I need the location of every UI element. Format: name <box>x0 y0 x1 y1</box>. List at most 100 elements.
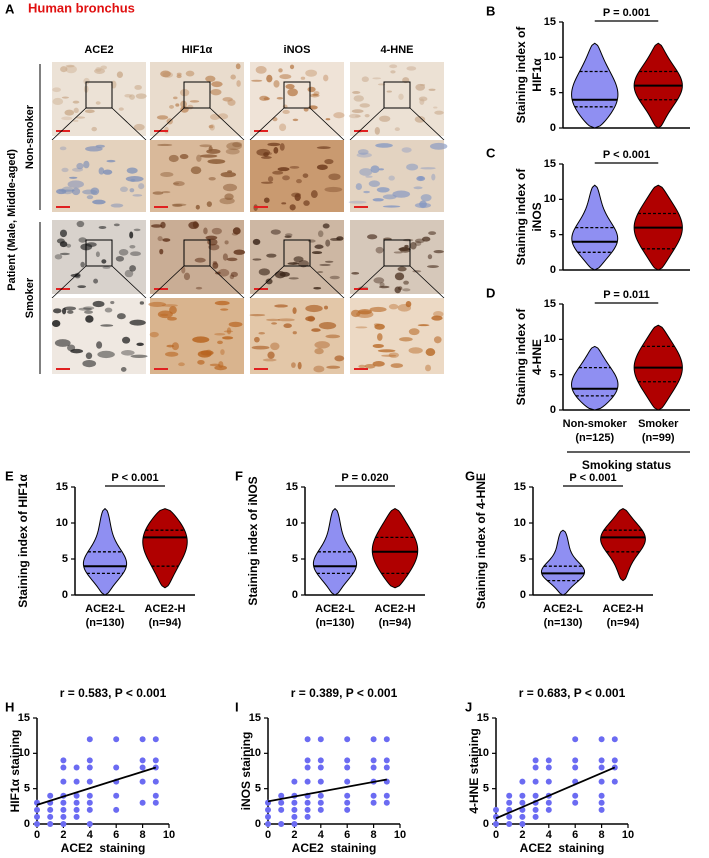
y-axis-label: HIF1α staining <box>8 730 22 813</box>
tissue-feature <box>222 183 238 192</box>
p-value: P < 0.001 <box>603 149 650 161</box>
tissue-feature <box>375 246 384 254</box>
tissue-feature <box>211 81 223 88</box>
tissue-feature <box>426 265 439 268</box>
tissue-feature <box>314 341 330 349</box>
tissue-feature <box>169 306 177 315</box>
tissue-feature <box>162 71 174 78</box>
y-tick-label: 10 <box>286 517 298 529</box>
point <box>86 806 93 813</box>
tissue-feature <box>160 70 171 78</box>
tissue-feature <box>221 336 234 340</box>
point <box>598 778 605 785</box>
tissue-feature <box>420 194 432 202</box>
tissue-feature <box>71 187 81 196</box>
tissue-feature <box>433 250 444 254</box>
point <box>86 757 93 764</box>
panel-title: Human bronchus <box>28 0 135 15</box>
tissue-feature <box>427 254 433 260</box>
point <box>370 757 377 764</box>
point <box>34 806 40 813</box>
tissue-feature <box>52 87 61 93</box>
y-tick-label: 10 <box>514 517 526 529</box>
tissue-feature <box>85 315 94 323</box>
tissue-feature <box>67 344 76 352</box>
inset-guide <box>209 265 245 299</box>
point <box>383 757 390 764</box>
tissue-feature <box>288 277 299 280</box>
tissue-feature <box>95 251 100 258</box>
tissue-feature <box>318 321 337 330</box>
tissue-feature <box>381 354 397 357</box>
y-axis-label: Staining index of iNOS <box>246 476 260 605</box>
tissue-feature <box>65 64 75 68</box>
tissue-feature <box>382 194 397 200</box>
x-tick-label: 0 <box>493 829 499 841</box>
tissue-feature <box>235 63 241 70</box>
scale-bar <box>154 288 168 290</box>
tissue-feature <box>72 100 80 104</box>
tissue-feature <box>336 236 344 241</box>
tissue-feature <box>118 107 124 111</box>
x-tick-label: 2 <box>519 829 525 841</box>
y-tick-label: 15 <box>544 298 556 310</box>
inset-guide <box>309 107 345 141</box>
tissue-feature <box>228 321 243 328</box>
tissue-feature <box>429 142 448 150</box>
tissue-feature <box>209 124 215 131</box>
tissue-feature <box>217 340 223 345</box>
point <box>304 736 311 743</box>
tissue-feature <box>386 90 392 93</box>
point <box>532 764 539 771</box>
tissue-feature <box>266 74 273 83</box>
point <box>152 778 159 785</box>
tissue-feature <box>390 70 396 74</box>
tissue-feature <box>150 224 163 228</box>
tissue-feature <box>276 97 284 100</box>
tissue-feature <box>364 363 376 369</box>
tissue-feature <box>260 156 272 159</box>
point <box>304 813 311 820</box>
tissue-feature <box>393 251 403 254</box>
y-tick-label: 5 <box>24 783 30 795</box>
point <box>317 806 324 813</box>
tissue-feature <box>292 331 297 335</box>
x-tick-label: 10 <box>394 829 406 841</box>
tissue-feature <box>222 97 233 102</box>
tissue-feature <box>189 100 200 103</box>
point <box>139 757 146 764</box>
tissue-feature <box>130 354 148 358</box>
tissue-feature <box>323 74 329 82</box>
y-axis-label: Staining index of HIF1α <box>16 474 30 608</box>
tissue-feature <box>61 186 74 195</box>
tissue-feature <box>361 76 369 83</box>
tissue-feature <box>431 173 436 181</box>
tissue-feature <box>279 143 285 151</box>
inset-box <box>183 239 211 267</box>
tissue-feature <box>372 77 382 80</box>
tissue-feature <box>214 333 226 336</box>
tissue-feature <box>285 84 295 90</box>
x-tick-label: 4 <box>87 829 94 841</box>
row-label: Smoker <box>24 277 36 318</box>
tissue-feature <box>359 103 371 108</box>
point <box>572 764 579 771</box>
point <box>519 778 526 785</box>
point <box>493 821 499 827</box>
tissue-feature <box>208 125 214 129</box>
inset-guide <box>149 265 185 299</box>
point <box>86 778 93 785</box>
tissue-feature <box>92 300 105 308</box>
tissue-feature <box>121 350 135 356</box>
point <box>317 764 324 771</box>
x-tick-label: ACE2-L <box>543 603 583 615</box>
tissue-feature <box>377 333 383 341</box>
tissue-feature <box>82 189 98 195</box>
point <box>47 813 54 820</box>
tissue-feature <box>205 235 218 240</box>
x-tick-label: 6 <box>113 829 119 841</box>
tissue-feature <box>220 171 237 178</box>
tissue-feature <box>169 105 174 109</box>
point <box>572 799 579 806</box>
tissue-feature <box>124 93 132 98</box>
